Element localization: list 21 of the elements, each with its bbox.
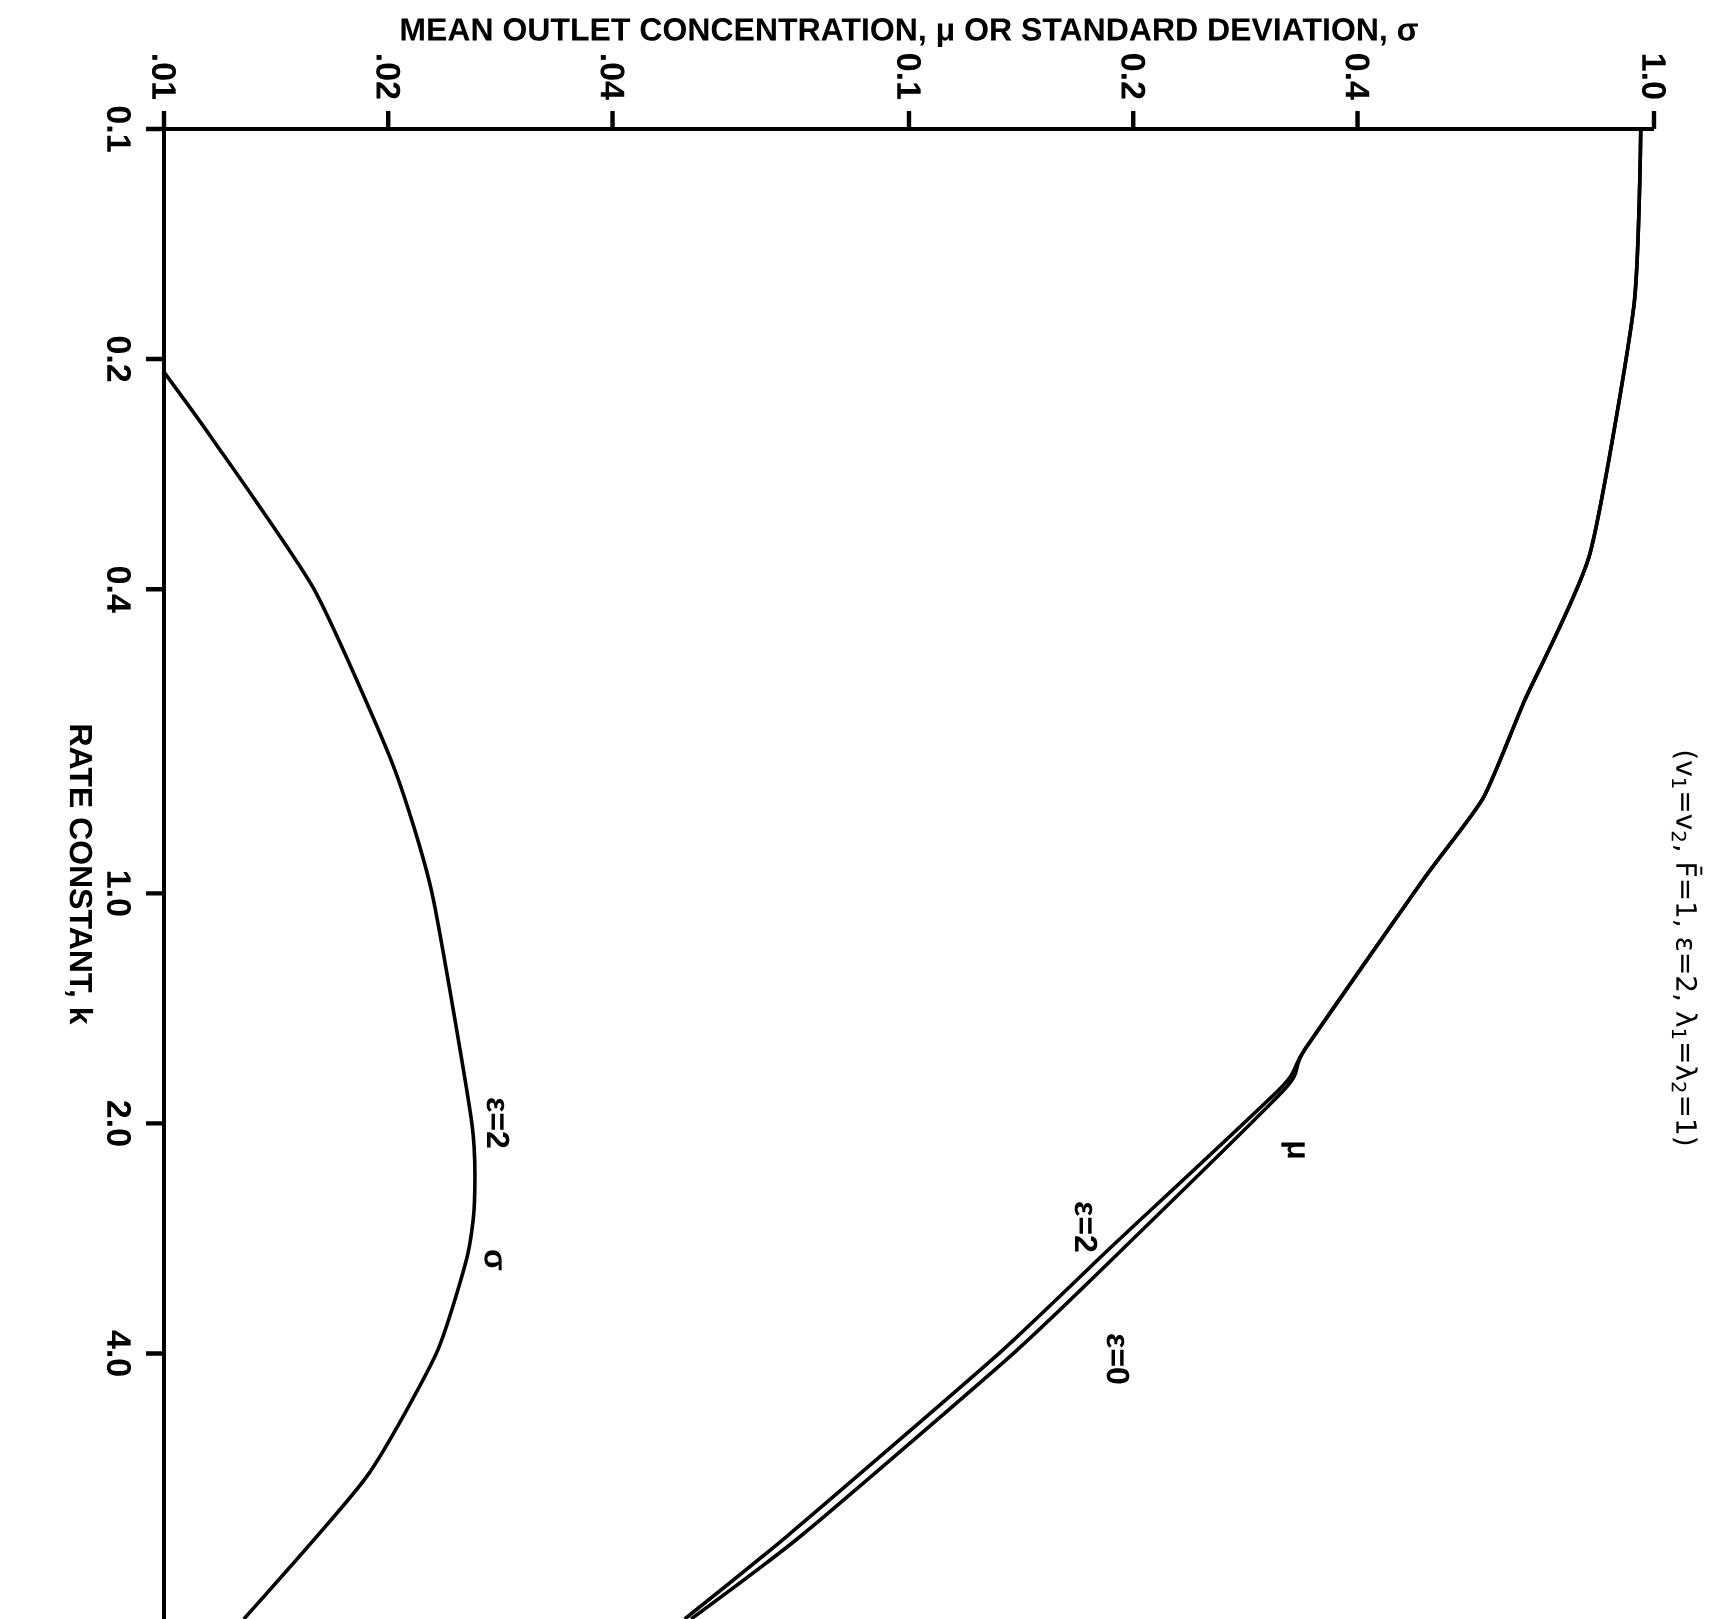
text: (v$_{1}$=v$_{2}$, F̄=1, ε=2, λ$_{1}$=λ$_{2}$=1) <box>1671 751 1703 1145</box>
x-tick-label: 0.1 <box>896 54 922 100</box>
annotation: μ <box>1281 1142 1305 1158</box>
x-tick-label: .01 <box>151 55 177 100</box>
annotation: ε=0 <box>1106 1334 1130 1384</box>
annotation: ε=2 <box>486 1098 510 1148</box>
y-tick-label: 0.2 <box>106 336 132 382</box>
y-tick-label: 1.0 <box>106 871 132 916</box>
x-tick-label: 1.0 <box>1641 54 1667 99</box>
annotation: σ <box>484 1250 502 1271</box>
x-tick-label: 0.2 <box>1121 54 1146 99</box>
y-axis-title: RATE CONSTANT, k <box>64 725 94 1025</box>
x-tick-label: .04 <box>600 55 625 100</box>
x-axis-title: MEAN OUTLET CONCENTRATION, μ OR STANDARD DEVIATION, σ <box>401 18 1418 47</box>
y-tick-label: 0.4 <box>106 566 132 613</box>
y-tick-label: 0.1 <box>106 106 132 152</box>
annotation: ε=2 <box>1074 1202 1098 1252</box>
x-tick-label: .02 <box>376 55 401 99</box>
x-tick-label: 0.4 <box>1345 54 1370 100</box>
y-tick-label: 2.0 <box>106 1100 132 1146</box>
y-tick-label: 4.0 <box>106 1330 132 1376</box>
